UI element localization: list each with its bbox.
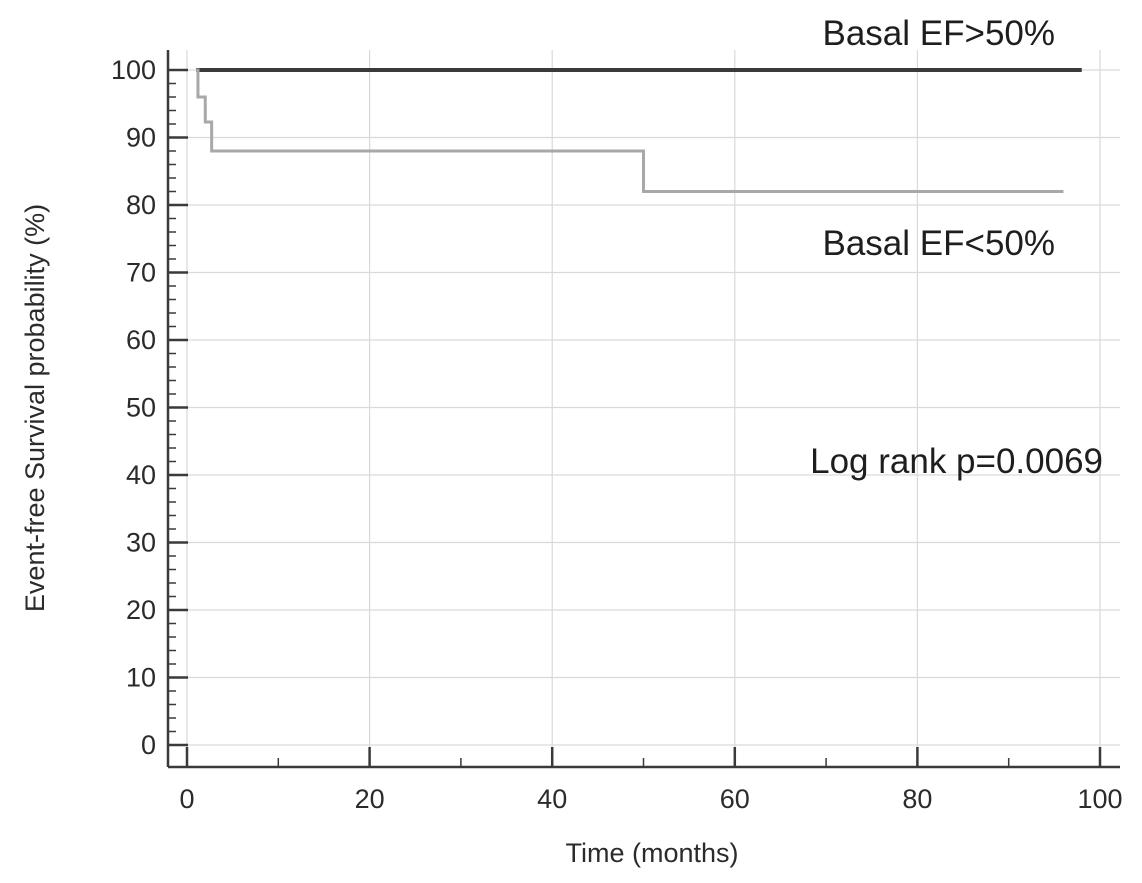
x-tick-label-20: 20	[355, 784, 385, 814]
y-tick-label-60: 60	[126, 325, 156, 355]
y-tick-label-80: 80	[126, 190, 156, 220]
series-line-basal-ef-below-50	[196, 68, 1064, 193]
y-axis-title: Event-free Survival probability (%)	[20, 204, 50, 612]
x-tick-label-60: 60	[720, 784, 750, 814]
y-tick-label-40: 40	[126, 460, 156, 490]
y-tick-label-90: 90	[126, 123, 156, 153]
y-tick-label-20: 20	[126, 595, 156, 625]
x-ticks: 0 20 40 60 80 100	[179, 747, 1123, 814]
series-label-basal-ef-above-50: Basal EF>50%	[823, 14, 1056, 53]
x-tick-label-80: 80	[902, 784, 932, 814]
x-tick-label-100: 100	[1077, 784, 1122, 814]
y-tick-label-50: 50	[126, 393, 156, 423]
x-tick-label-40: 40	[537, 784, 567, 814]
minor-ticks	[168, 82, 1010, 767]
y-tick-label-10: 10	[126, 663, 156, 693]
y-tick-label-100: 100	[111, 55, 156, 85]
y-ticks: 0 10 20 30 40 50 60 70 80 90 100	[111, 55, 188, 760]
y-tick-label-0: 0	[141, 730, 156, 760]
series-label-basal-ef-below-50: Basal EF<50%	[823, 224, 1056, 263]
x-tick-label-0: 0	[179, 784, 194, 814]
x-axis-title: Time (months)	[565, 838, 738, 868]
y-tick-label-30: 30	[126, 528, 156, 558]
log-rank-annotation: Log rank p=0.0069	[810, 442, 1103, 481]
series-group	[196, 68, 1082, 193]
y-tick-label-70: 70	[126, 258, 156, 288]
